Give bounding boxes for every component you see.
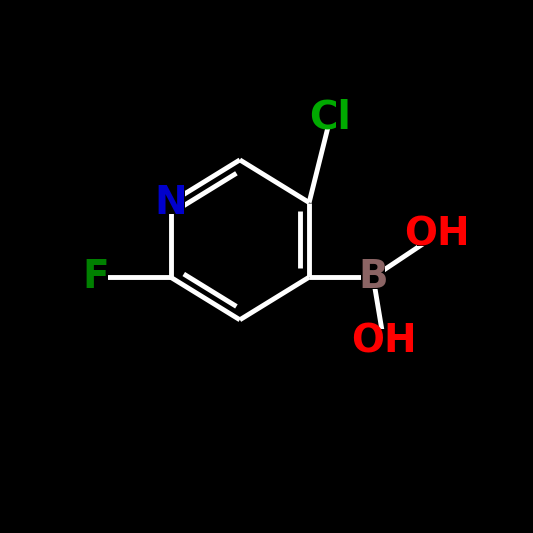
Text: Cl: Cl [310, 98, 351, 136]
FancyBboxPatch shape [417, 223, 457, 246]
Text: OH: OH [404, 215, 470, 254]
Text: OH: OH [351, 322, 417, 360]
FancyBboxPatch shape [84, 265, 108, 289]
Text: F: F [83, 258, 109, 296]
Text: B: B [358, 258, 388, 296]
FancyBboxPatch shape [361, 265, 385, 289]
Text: N: N [154, 183, 187, 222]
FancyBboxPatch shape [312, 106, 349, 129]
FancyBboxPatch shape [156, 191, 185, 214]
FancyBboxPatch shape [364, 329, 404, 353]
